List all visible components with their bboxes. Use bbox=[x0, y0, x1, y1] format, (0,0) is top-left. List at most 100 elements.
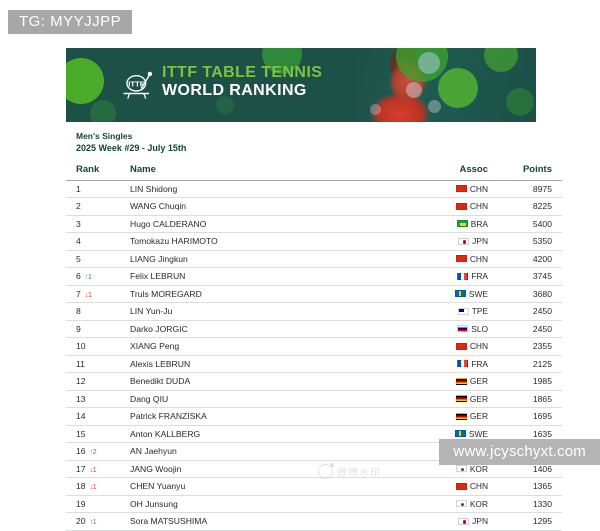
cell-rank: 2 bbox=[66, 197, 130, 216]
cell-rank: 4 bbox=[66, 232, 130, 251]
cell-player-name[interactable]: CHEN Yuanyu bbox=[130, 477, 416, 496]
assoc-code: KOR bbox=[469, 498, 488, 509]
table-row[interactable]: 7 ↓1 Truls MOREGARD SWE 3680 bbox=[66, 285, 562, 304]
table-row[interactable]: 5 LIANG Jingkun CHN 4200 bbox=[66, 250, 562, 269]
flag-fra-icon bbox=[457, 272, 469, 280]
table-row[interactable]: 10 XIANG Peng CHN 2355 bbox=[66, 337, 562, 356]
rank-number: 5 bbox=[76, 253, 81, 264]
table-row[interactable]: 8 LIN Yun-Ju TPE 2450 bbox=[66, 302, 562, 321]
flag-tpe-icon bbox=[457, 307, 469, 315]
cell-rank: 3 bbox=[66, 215, 130, 234]
table-row[interactable]: 2 WANG Chuqin CHN 8225 bbox=[66, 197, 562, 216]
flag-ger-icon bbox=[455, 395, 467, 403]
flag-chn-icon bbox=[455, 185, 467, 193]
assoc-wrap: GER bbox=[455, 411, 488, 422]
table-row[interactable]: 13 Dang QIU GER 1865 bbox=[66, 390, 562, 409]
cell-player-name[interactable]: Truls MOREGARD bbox=[130, 285, 416, 304]
cell-assoc: JPN bbox=[416, 512, 494, 531]
rank-number: 14 bbox=[76, 411, 86, 422]
ittf-paddle-logo-icon: ITTF bbox=[123, 71, 153, 99]
cell-points: 3745 bbox=[494, 267, 562, 286]
column-header-assoc[interactable]: Assoc bbox=[416, 160, 494, 181]
table-row[interactable]: 14 Patrick FRANZISKA GER 1695 bbox=[66, 407, 562, 426]
column-header-name[interactable]: Name bbox=[130, 160, 416, 181]
cell-player-name[interactable]: AN Jaehyun bbox=[130, 442, 416, 461]
cell-player-name[interactable]: Felix LEBRUN bbox=[130, 267, 416, 286]
cell-player-name[interactable]: OH Junsung bbox=[130, 495, 416, 514]
cell-player-name[interactable]: Anton KALLBERG bbox=[130, 425, 416, 444]
assoc-wrap: GER bbox=[455, 394, 488, 404]
cell-player-name[interactable]: XIANG Peng bbox=[130, 337, 416, 356]
column-header-rank[interactable]: Rank bbox=[66, 160, 130, 181]
table-row[interactable]: 11 Alexis LEBRUN FRA 2125 bbox=[66, 355, 562, 374]
cell-player-name[interactable]: Dang QIU bbox=[130, 390, 416, 409]
cell-player-name[interactable]: Tomokazu HARIMOTO bbox=[130, 232, 416, 251]
assoc-wrap: TPE bbox=[457, 306, 488, 316]
assoc-wrap: FRA bbox=[457, 271, 488, 281]
week-label: 2025 Week #29 - July 15th bbox=[76, 143, 187, 154]
flag-fra-icon bbox=[457, 360, 469, 368]
table-row[interactable]: 12 Benedikt DUDA GER 1985 bbox=[66, 372, 562, 391]
assoc-wrap: JPN bbox=[458, 516, 488, 526]
cell-player-name[interactable]: LIN Shidong bbox=[130, 180, 416, 199]
table-row[interactable]: 6 ↑1 Felix LEBRUN FRA 3745 bbox=[66, 267, 562, 286]
assoc-code: CHN bbox=[469, 183, 488, 194]
cell-player-name[interactable]: LIN Yun-Ju bbox=[130, 302, 416, 321]
flag-swe-icon bbox=[454, 290, 466, 298]
assoc-code: GER bbox=[469, 411, 488, 422]
cell-assoc: CHN bbox=[416, 477, 494, 496]
assoc-wrap: FRA bbox=[457, 359, 488, 369]
table-row[interactable]: 15 Anton KALLBERG SWE 1635 bbox=[66, 425, 562, 444]
cell-rank: 15 bbox=[66, 425, 130, 444]
bokeh-circle bbox=[66, 58, 104, 104]
cell-player-name[interactable]: Alexis LEBRUN bbox=[130, 355, 416, 374]
cell-rank: 16 ↑2 bbox=[66, 442, 130, 461]
cell-rank: 6 ↑1 bbox=[66, 267, 130, 286]
cell-player-name[interactable]: WANG Chuqin bbox=[130, 197, 416, 216]
assoc-wrap: JPN bbox=[458, 236, 488, 246]
cell-player-name[interactable]: Patrick FRANZISKA bbox=[130, 407, 416, 426]
cell-assoc: GER bbox=[416, 407, 494, 426]
rank-up-icon: ↑1 bbox=[84, 274, 92, 282]
cell-assoc: SWE bbox=[416, 285, 494, 304]
cell-points: 3680 bbox=[494, 285, 562, 304]
assoc-code: JPN bbox=[472, 236, 488, 247]
cell-rank: 1 bbox=[66, 180, 130, 199]
cell-player-name[interactable]: LIANG Jingkun bbox=[130, 250, 416, 269]
assoc-wrap: CHN bbox=[455, 254, 488, 264]
cell-player-name[interactable]: JANG Woojin bbox=[130, 460, 416, 479]
banner-player-photo bbox=[356, 48, 536, 122]
flag-jpn-icon bbox=[458, 517, 470, 525]
cell-points: 1865 bbox=[494, 390, 562, 409]
cell-player-name[interactable]: Darko JORGIC bbox=[130, 320, 416, 339]
cell-assoc: CHN bbox=[416, 180, 494, 199]
assoc-wrap: SWE bbox=[454, 289, 488, 299]
assoc-wrap: CHN bbox=[455, 481, 488, 491]
cell-player-name[interactable]: Benedikt DUDA bbox=[130, 372, 416, 391]
cell-player-name[interactable]: Hugo CALDERANO bbox=[130, 215, 416, 234]
cell-points: 2355 bbox=[494, 337, 562, 356]
table-row[interactable]: 18 ↓1 CHEN Yuanyu CHN 1365 bbox=[66, 477, 562, 496]
table-row[interactable]: 19 OH Junsung KOR 1330 bbox=[66, 495, 562, 514]
table-row[interactable]: 3 Hugo CALDERANO BRA 5400 bbox=[66, 215, 562, 234]
table-row[interactable]: 1 LIN Shidong CHN 8975 bbox=[66, 180, 562, 199]
banner-title-line1: ITTF TABLE TENNIS bbox=[162, 64, 323, 81]
assoc-wrap: CHN bbox=[455, 183, 488, 194]
cell-rank: 12 bbox=[66, 372, 130, 391]
table-row[interactable]: 4 Tomokazu HARIMOTO JPN 5350 bbox=[66, 232, 562, 251]
assoc-code: CHN bbox=[469, 201, 488, 212]
assoc-code: GER bbox=[469, 376, 488, 387]
cell-assoc: CHN bbox=[416, 197, 494, 216]
cell-player-name[interactable]: Sora MATSUSHIMA bbox=[130, 512, 416, 531]
table-row[interactable]: 20 ↑1 Sora MATSUSHIMA JPN 1295 bbox=[66, 512, 562, 531]
rank-number: 20 bbox=[76, 516, 86, 527]
rank-down-icon: ↓1 bbox=[89, 484, 97, 492]
assoc-code: FRA bbox=[471, 271, 488, 282]
table-row[interactable]: 9 Darko JORGIC SLO 2450 bbox=[66, 320, 562, 339]
column-header-points[interactable]: Points bbox=[494, 160, 562, 181]
assoc-wrap: SLO bbox=[457, 324, 488, 334]
assoc-wrap: GER bbox=[455, 376, 488, 387]
cell-points: 2450 bbox=[494, 320, 562, 339]
ranking-subheader: Men's Singles 2025 Week #29 - July 15th bbox=[66, 122, 536, 161]
rank-down-icon: ↓1 bbox=[89, 466, 97, 474]
